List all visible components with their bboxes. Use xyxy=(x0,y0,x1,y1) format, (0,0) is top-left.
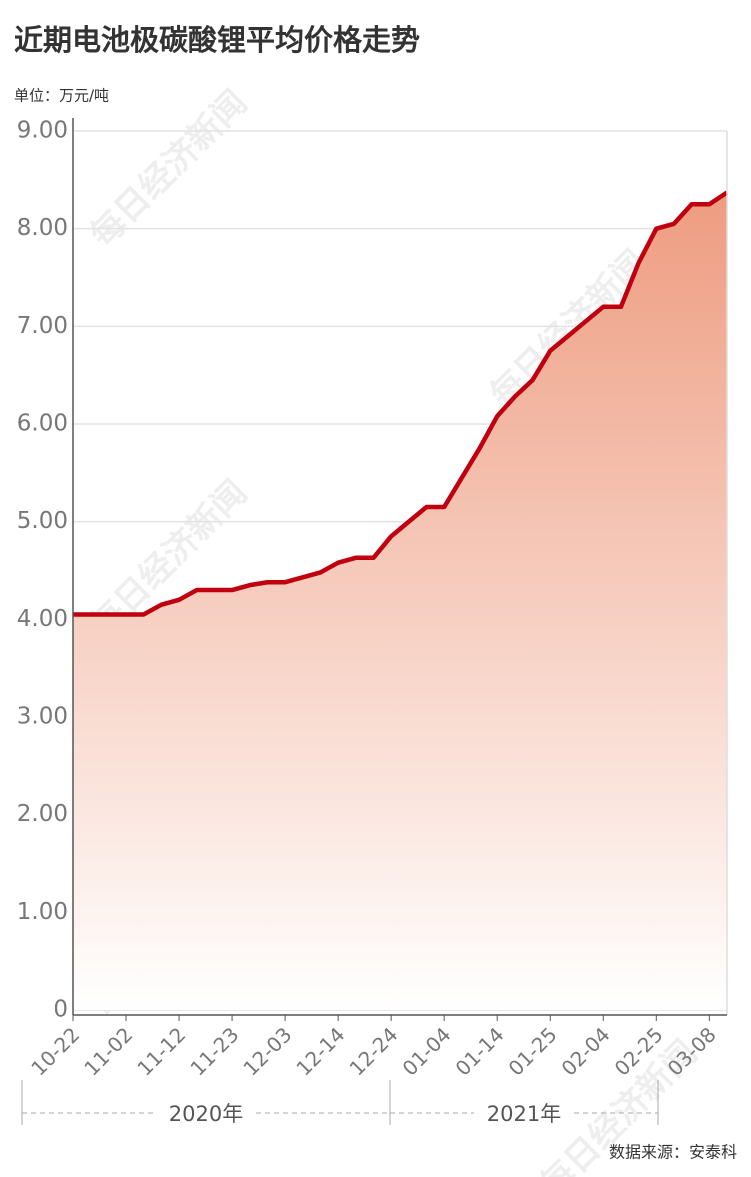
chart-title: 近期电池极碳酸锂平均价格走势 xyxy=(14,23,420,57)
group-label: 2021年 xyxy=(487,1102,561,1126)
x-tick-label: 02-04 xyxy=(557,1022,615,1080)
y-tick-label: 5.00 xyxy=(17,508,68,534)
unit-label: 单位：万元/吨 xyxy=(14,87,109,105)
y-tick-label: 2.00 xyxy=(17,801,68,827)
y-tick-label: 7.00 xyxy=(17,313,68,339)
x-tick-label: 12-14 xyxy=(291,1022,349,1080)
y-tick-label: 3.00 xyxy=(17,704,68,730)
x-tick-label: 11-02 xyxy=(79,1022,137,1080)
group-label: 2020年 xyxy=(169,1102,243,1126)
x-tick-label: 12-03 xyxy=(238,1022,296,1080)
y-tick-label: 9.00 xyxy=(17,118,68,144)
area xyxy=(73,192,727,1010)
source-label: 数据来源：安泰科 xyxy=(609,1143,737,1162)
y-tick-label: 8.00 xyxy=(17,215,68,241)
x-tick-label: 11-23 xyxy=(185,1022,243,1080)
x-tick-label: 01-25 xyxy=(504,1022,562,1080)
y-tick-label: 6.00 xyxy=(17,411,68,437)
x-tick-label: 01-14 xyxy=(451,1022,509,1080)
x-tick-label: 11-12 xyxy=(132,1022,190,1080)
y-tick-label: 1.00 xyxy=(17,899,68,925)
y-tick-label: 0 xyxy=(53,997,68,1023)
x-tick-label: 01-04 xyxy=(398,1022,456,1080)
line xyxy=(73,190,729,617)
x-tick-label: 10-22 xyxy=(26,1022,84,1080)
y-tick-label: 4.00 xyxy=(17,606,68,632)
x-tick-label: 12-24 xyxy=(345,1022,403,1080)
